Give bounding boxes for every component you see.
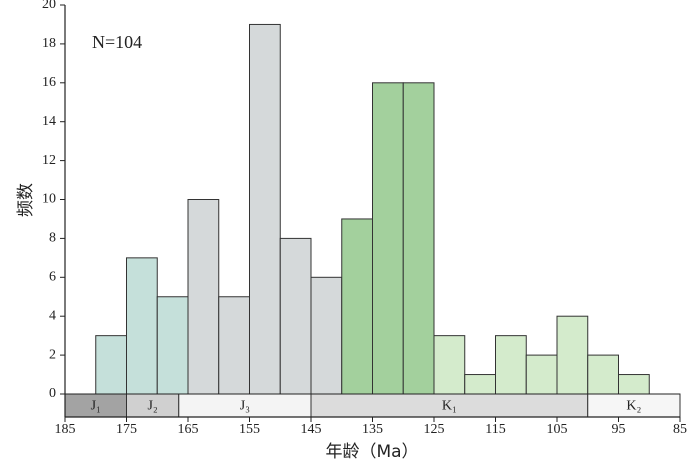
bar: [587, 354, 619, 395]
y-tick-label: 6: [49, 270, 56, 285]
bar: [556, 315, 589, 395]
period-label: J₃: [240, 399, 250, 414]
bar: [95, 335, 127, 395]
period-label: J₂: [147, 399, 157, 414]
bar: [249, 23, 281, 395]
period-label: K₂: [626, 399, 641, 414]
x-tick-label: 105: [547, 422, 568, 437]
y-tick-label: 12: [42, 153, 56, 168]
x-tick-label: 175: [116, 422, 137, 437]
bar: [187, 199, 220, 395]
bar: [156, 296, 189, 395]
bar: [126, 257, 158, 395]
x-tick-label: 135: [362, 422, 383, 437]
y-tick-label: 2: [49, 347, 56, 362]
y-axis-label: 频数: [16, 183, 36, 217]
bar: [218, 296, 250, 395]
y-tick-label: 16: [42, 75, 56, 90]
period-label: K₁: [442, 399, 457, 414]
bar: [525, 354, 558, 395]
y-tick-label: 20: [42, 0, 56, 12]
annotation: N=104: [92, 32, 142, 52]
y-tick-label: 4: [49, 308, 56, 323]
x-tick-label: 125: [424, 422, 445, 437]
x-tick-label: 155: [239, 422, 260, 437]
y-tick-label: 0: [49, 386, 56, 401]
x-tick-label: 95: [612, 422, 626, 437]
bar: [372, 82, 404, 395]
x-axis-label: 年龄（Ma）: [325, 442, 418, 462]
y-tick-label: 18: [42, 36, 56, 51]
bar: [495, 335, 527, 395]
y-tick-label: 10: [42, 192, 56, 207]
x-tick-label: 165: [178, 422, 199, 437]
bar: [402, 82, 435, 395]
bar: [310, 276, 343, 395]
x-tick-label: 185: [55, 422, 76, 437]
period-label: J₁: [91, 399, 101, 414]
x-tick-label: 85: [673, 422, 687, 437]
x-tick-label: 145: [301, 422, 322, 437]
bar: [618, 374, 650, 395]
bar: [464, 374, 496, 395]
bar: [341, 218, 373, 395]
y-tick-label: 8: [49, 231, 56, 246]
bar: [279, 237, 312, 395]
x-tick-label: 115: [485, 422, 505, 437]
y-tick-label: 14: [42, 114, 56, 129]
bar: [433, 335, 466, 395]
